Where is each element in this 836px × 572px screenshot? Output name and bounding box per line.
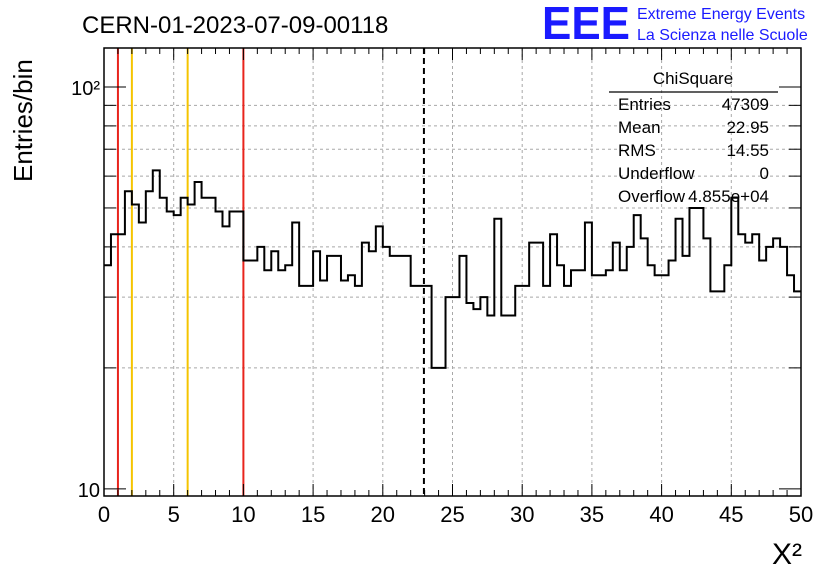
x-tick-label: 25 <box>440 502 464 527</box>
logo-line2: La Scienza nelle Scuole <box>637 27 808 44</box>
stats-value: 47309 <box>722 95 769 114</box>
x-tick-label: 50 <box>789 502 813 527</box>
x-tick-label: 20 <box>371 502 395 527</box>
x-tick-label: 35 <box>580 502 604 527</box>
x-tick-labels: 0 5 10 15 20 25 30 35 40 45 50 <box>98 502 813 527</box>
y-tick-labels: 10 10² <box>71 78 100 502</box>
x-tick-label: 30 <box>510 502 534 527</box>
eee-logo: EEE Extreme Energy Events La Scienza nel… <box>542 0 808 49</box>
x-axis-label: X² <box>772 538 802 571</box>
stats-label: Underflow <box>618 164 695 183</box>
x-tick-label: 45 <box>719 502 743 527</box>
logo-line1: Extreme Energy Events <box>637 6 805 23</box>
x-tick-label: 10 <box>231 502 255 527</box>
axes <box>103 47 802 497</box>
stats-title: ChiSquare <box>653 69 733 88</box>
stats-value: 22.95 <box>726 118 769 137</box>
stats-label: Entries <box>618 95 671 114</box>
y-tick-label: 10² <box>71 78 100 100</box>
stats-value: 4.855e+04 <box>688 187 769 206</box>
x-tick-label: 15 <box>301 502 325 527</box>
stats-label: Mean <box>618 118 661 137</box>
grid-lines <box>104 48 801 496</box>
histogram-series <box>104 169 801 369</box>
x-tick-label: 40 <box>649 502 673 527</box>
chart-title: CERN-01-2023-07-09-00118 <box>82 12 388 39</box>
stats-label: Overflow <box>618 187 686 206</box>
x-tick-label: 0 <box>98 502 110 527</box>
y-axis-label: Entries/bin <box>8 59 38 182</box>
stats-value: 0 <box>760 164 769 183</box>
stats-box: ChiSquare Entries 47309 Mean 22.95 RMS 14.55 U… <box>609 69 778 206</box>
x-tick-label: 5 <box>168 502 180 527</box>
stats-label: RMS <box>618 141 656 160</box>
stats-value: 14.55 <box>726 141 769 160</box>
reference-lines <box>116 48 425 496</box>
logo-mark: EEE <box>542 0 630 49</box>
y-tick-label: 10 <box>78 480 100 502</box>
